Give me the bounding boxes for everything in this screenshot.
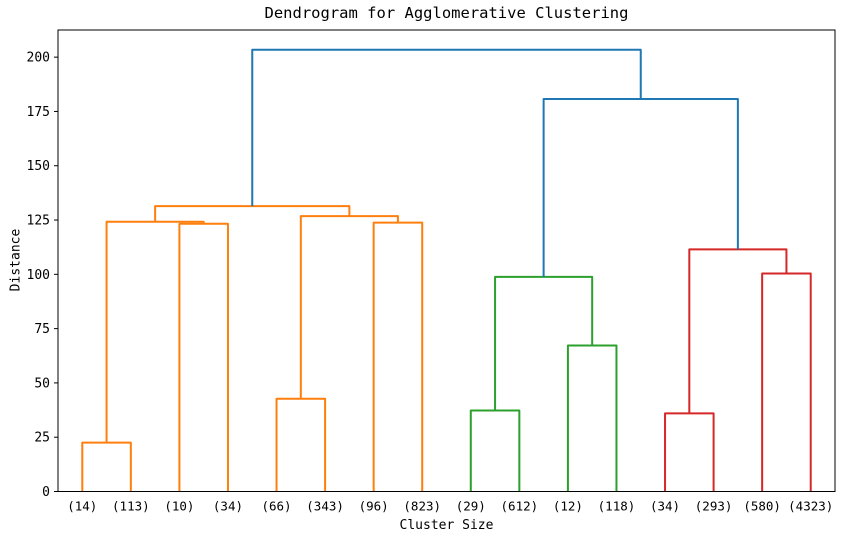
x-tick-label: (612): [501, 499, 539, 514]
x-tick-label: (823): [403, 499, 441, 514]
dendrogram-link-green: [566, 344, 618, 492]
dendrogram-link-red: [664, 412, 715, 492]
dendrogram-link-orange: [105, 220, 205, 443]
dendrogram-link-orange: [275, 397, 327, 492]
chart-title: Dendrogram for Agglomerative Clustering: [264, 4, 629, 22]
y-tick-label: 175: [27, 105, 50, 120]
plot-border: [57, 29, 836, 492]
dendrogram-link-green: [469, 409, 521, 492]
dendrogram-link-orange: [81, 441, 132, 492]
x-tick-label: (118): [598, 499, 636, 514]
x-tick-label: (14): [67, 499, 97, 514]
dendrogram-link-orange: [372, 221, 424, 492]
x-tick-label: (4323): [788, 499, 833, 514]
dendrogram-link-orange: [154, 205, 351, 222]
x-tick-label: (10): [164, 499, 194, 514]
y-tick-label: 50: [34, 376, 50, 391]
dendrogram-link-green: [494, 275, 594, 411]
y-tick-label: 75: [34, 322, 50, 337]
x-axis-label: Cluster Size: [399, 518, 494, 533]
dendrogram-link-red: [761, 272, 812, 492]
y-tick-label: 150: [27, 159, 50, 174]
y-tick-label: 100: [27, 268, 50, 283]
y-tick-label: 0: [42, 485, 50, 500]
x-tick-label: (29): [456, 499, 486, 514]
y-tick-label: 125: [27, 214, 50, 229]
x-tick-label: (96): [359, 499, 389, 514]
x-tick-label: (34): [650, 499, 680, 514]
dendrogram-link-orange: [299, 215, 399, 399]
dendrogram-link-orange: [178, 222, 229, 492]
dendrogram-link-blue: [251, 48, 642, 207]
x-tick-label: (113): [112, 499, 150, 514]
x-tick-label: (34): [213, 499, 243, 514]
x-tick-label: (12): [553, 499, 583, 514]
x-tick-label: (343): [306, 499, 344, 514]
y-tick-label: 25: [34, 431, 50, 446]
y-tick-label: 200: [27, 51, 50, 66]
x-tick-label: (66): [261, 499, 291, 514]
x-tick-label: (293): [695, 499, 733, 514]
x-tick-label: (580): [743, 499, 781, 514]
